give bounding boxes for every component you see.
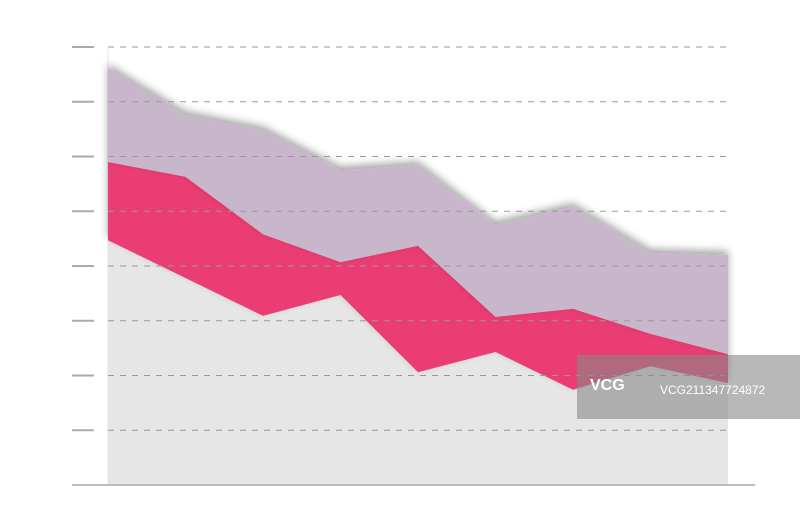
watermark-id: VCG211347724872: [660, 383, 766, 397]
watermark-box: [577, 355, 800, 419]
plot-area: [72, 46, 755, 486]
area: [108, 161, 728, 390]
area: [108, 67, 728, 355]
watermark: VCG VCG211347724872: [577, 355, 800, 419]
watermark-logo: VCG: [590, 377, 625, 394]
area: [108, 240, 728, 485]
